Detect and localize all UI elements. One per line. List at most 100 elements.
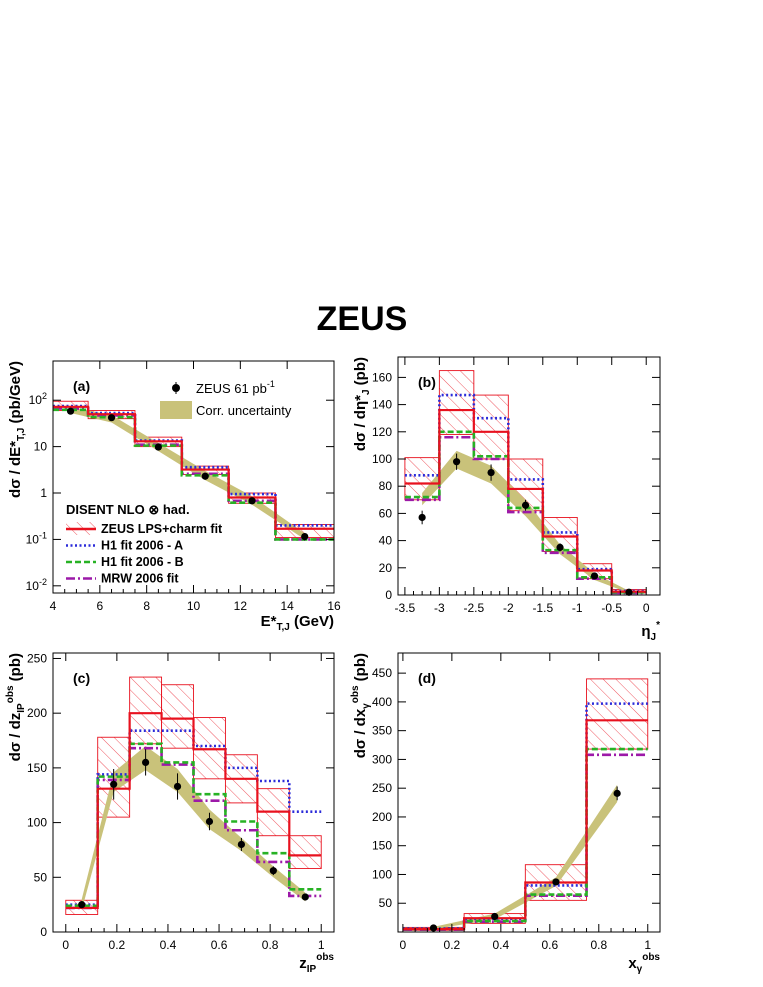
x-tick-label: 0.4 bbox=[492, 938, 509, 952]
data-point bbox=[173, 782, 182, 791]
y-tick-label: 100 bbox=[372, 452, 392, 466]
x-tick-label: 0.8 bbox=[590, 938, 607, 952]
data-point bbox=[66, 407, 75, 415]
x-tick-label: 10 bbox=[187, 599, 201, 613]
x-tick-label: 0.6 bbox=[541, 938, 558, 952]
data-point bbox=[107, 414, 116, 422]
x-tick-label: 6 bbox=[96, 599, 103, 613]
x-tick-label: -2 bbox=[503, 601, 514, 615]
y-tick-label: 10 bbox=[34, 440, 48, 454]
legend-fit-label: H1 fit 2006 - A bbox=[101, 539, 183, 553]
panel-label-b: (b) bbox=[418, 374, 436, 390]
y-tick-label: 400 bbox=[372, 695, 392, 709]
x-tick-label: -3 bbox=[434, 601, 445, 615]
data-point bbox=[453, 458, 461, 466]
data-point bbox=[110, 780, 118, 788]
data-point bbox=[154, 443, 162, 451]
y-tick-label: 1 bbox=[40, 486, 47, 500]
y-tick-label: 40 bbox=[379, 534, 393, 548]
y-tick-label: 150 bbox=[372, 839, 392, 853]
data-point bbox=[248, 497, 256, 505]
data-point bbox=[590, 572, 599, 580]
data-point bbox=[205, 817, 214, 826]
y-axis-title-d: dσ / dxγobs (pb) bbox=[350, 653, 372, 758]
data-point bbox=[201, 472, 209, 480]
data-point bbox=[418, 513, 426, 522]
legend-band-swatch bbox=[160, 401, 192, 419]
data-point bbox=[429, 924, 438, 932]
plot-frame bbox=[397, 356, 661, 596]
panel-label-c: (c) bbox=[73, 670, 90, 686]
x-tick-label: 0 bbox=[400, 938, 407, 952]
x-tick-label: 16 bbox=[327, 599, 341, 613]
h1-fit-a-histogram bbox=[404, 393, 647, 593]
x-tick-label: -0.5 bbox=[601, 601, 622, 615]
x-tick-label: 14 bbox=[280, 599, 294, 613]
legend-fit-label: MRW 2006 fit bbox=[101, 572, 179, 586]
x-tick-label: 0.8 bbox=[262, 938, 279, 952]
panel-c: 0 0.2 0.4 0.6 0.8 1 0 50 100 150 200 250 (c) bbox=[27, 651, 335, 952]
data-point bbox=[487, 469, 495, 477]
panel-d: 0 0.2 0.4 0.6 0.8 150100150200250300350400450… bbox=[372, 652, 661, 952]
x-tick-label: -2.5 bbox=[463, 601, 484, 615]
y-tick-label: 10-1 bbox=[26, 530, 47, 546]
legend-data-label: ZEUS 61 pb-1 bbox=[196, 379, 275, 396]
y-tick-label: 20 bbox=[379, 561, 393, 575]
x-tick-label: 0.2 bbox=[109, 938, 126, 952]
y-tick-label: 60 bbox=[379, 506, 393, 520]
axis-titles: E*T,J (GeV) ηJ* zIPobs xγobs dσ / dE*T,J (pb… bbox=[5, 357, 660, 975]
zeus-fit-uncertainty-box bbox=[161, 684, 194, 749]
data-point bbox=[613, 789, 621, 797]
x-tick-label: -3.5 bbox=[395, 601, 416, 615]
x-tick-label: 1 bbox=[644, 938, 651, 952]
zeus-lps-charm-fit-histogram bbox=[402, 719, 648, 931]
zeus-fit-uncertainty-box bbox=[438, 370, 475, 435]
x-axis-title-b: ηJ* bbox=[641, 620, 660, 643]
data-point bbox=[556, 543, 564, 552]
y-tick-label: 250 bbox=[372, 781, 392, 795]
h1-fit-b-histogram bbox=[53, 408, 334, 541]
data-point bbox=[78, 901, 86, 909]
y-tick-label: 350 bbox=[372, 724, 392, 738]
y-axis-title-b: dσ / dη*J (pb) bbox=[352, 357, 372, 451]
panel-label-d: (d) bbox=[418, 670, 436, 686]
legend-band-label: Corr. uncertainty bbox=[196, 403, 292, 418]
x-tick-label: -1.5 bbox=[532, 601, 553, 615]
x-axis-title-d: xγobs bbox=[628, 952, 660, 975]
y-tick-label: 450 bbox=[372, 666, 392, 680]
zeus-fit-uncertainty-box bbox=[288, 835, 322, 869]
figure-title: ZEUS bbox=[317, 300, 408, 338]
y-axis-title-c: dσ / dzIPobs (pb) bbox=[5, 653, 27, 761]
y-tick-label: 50 bbox=[34, 870, 48, 884]
legend-fit-label: ZEUS LPS+charm fit bbox=[101, 522, 223, 536]
y-tick-label: 120 bbox=[372, 425, 392, 439]
h1-fit-a-histogram bbox=[65, 729, 322, 906]
y-tick-label: 150 bbox=[27, 761, 47, 775]
y-tick-label: 100 bbox=[372, 867, 392, 881]
x-axis-title-c: zIPobs bbox=[299, 952, 334, 975]
y-tick-label: 50 bbox=[379, 896, 393, 910]
x-tick-label: 8 bbox=[143, 599, 150, 613]
data-point bbox=[269, 867, 277, 875]
x-tick-label: 4 bbox=[50, 599, 57, 613]
legend-fit-label: H1 fit 2006 - B bbox=[101, 555, 184, 569]
y-tick-label: 140 bbox=[372, 398, 392, 412]
y-tick-label: 0 bbox=[385, 588, 392, 602]
data-point bbox=[237, 840, 245, 849]
data-point bbox=[552, 878, 560, 886]
y-tick-label: 102 bbox=[29, 391, 47, 407]
x-tick-label: 0.2 bbox=[444, 938, 461, 952]
data-point bbox=[301, 532, 309, 541]
y-tick-label: 80 bbox=[379, 479, 393, 493]
x-tick-label: 1 bbox=[318, 938, 325, 952]
y-tick-label: 200 bbox=[372, 810, 392, 824]
mrw-fit-histogram bbox=[404, 435, 647, 595]
panel-label-a: (a) bbox=[73, 378, 90, 394]
data-point bbox=[521, 501, 530, 509]
zeus-lps-charm-fit-histogram bbox=[53, 405, 334, 530]
data-point bbox=[491, 912, 499, 921]
panel-a: 4 6 8 10 12 14 16 10-2 10-1 1 10 102 (a) bbox=[26, 360, 341, 613]
legend-theory-header: DISENT NLO ⊗ had. bbox=[66, 502, 190, 517]
y-tick-label: 0 bbox=[40, 925, 47, 939]
